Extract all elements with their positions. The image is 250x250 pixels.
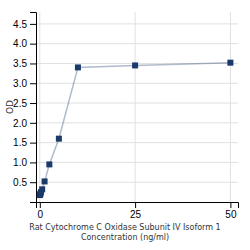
- y-axis-title: OD: [5, 100, 15, 114]
- tick: 0: [38, 202, 44, 220]
- tick-label: 0: [38, 209, 44, 220]
- tick-mark: [30, 44, 36, 45]
- grid-line: [36, 122, 238, 123]
- line: [40, 63, 231, 195]
- tick-label: 4.5: [13, 19, 27, 30]
- tick: 3.0: [13, 78, 36, 89]
- tick: 2.5: [13, 98, 36, 109]
- tick: 2.0: [13, 118, 36, 129]
- grid-line: [230, 12, 231, 202]
- tick: 3.5: [13, 58, 36, 69]
- tick-mark: [30, 162, 36, 163]
- point: [227, 60, 233, 66]
- grid-line: [36, 142, 238, 143]
- tick-label: 2.0: [13, 118, 27, 129]
- grid-line: [135, 12, 136, 202]
- tick-label: 50: [225, 209, 237, 220]
- point: [42, 178, 48, 184]
- y-axis: 0.5 1.0 1.5 2.0 2.5 3.0 3.5 4.0 4.5: [13, 13, 36, 203]
- point: [39, 186, 45, 192]
- tick-mark: [230, 202, 231, 208]
- tick-mark: [30, 24, 36, 25]
- tick: 50: [225, 202, 237, 220]
- tick: 1.5: [13, 137, 36, 148]
- tick-label: 3.0: [13, 78, 27, 89]
- tick-label: 25: [130, 209, 142, 220]
- tick-label: 0.5: [13, 177, 27, 188]
- x-axis-title: Rat Cytochrome C Oxidase Subunit IV Isof…: [29, 223, 220, 242]
- tick-mark: [30, 123, 36, 124]
- tick-mark: [135, 202, 136, 208]
- grid-line: [36, 103, 238, 104]
- tick: 4.5: [13, 19, 36, 30]
- x-axis: 0 25 50: [37, 202, 239, 220]
- marks: [37, 60, 234, 198]
- tick-mark: [30, 143, 36, 144]
- axis-line: [37, 203, 239, 209]
- point: [56, 136, 62, 142]
- tick-mark: [30, 182, 36, 183]
- grid-line: [39, 12, 40, 202]
- grid: [36, 12, 238, 202]
- grid-line: [36, 23, 238, 24]
- grid-line: [36, 43, 238, 44]
- chart: 0 25 50 0.5 1.0 1.5 2.0 2.5 3.0 3.5 4.0 4.5 Rat Cyto…: [0, 0, 250, 250]
- tick-mark: [30, 83, 36, 84]
- tick-label: 1.5: [13, 137, 27, 148]
- tick-mark: [30, 103, 36, 104]
- tick-label: 4.0: [13, 38, 27, 49]
- tick-label: 1.0: [13, 157, 27, 168]
- axis-line: [30, 13, 37, 203]
- point: [132, 62, 138, 68]
- plot: 0 25 50 0.5 1.0 1.5 2.0 2.5 3.0 3.5 4.0 4.5: [13, 12, 238, 220]
- tick-mark: [30, 63, 36, 64]
- tick-label: 3.5: [13, 58, 27, 69]
- point: [46, 161, 52, 167]
- grid-line: [36, 162, 238, 163]
- tick-label: 2.5: [13, 98, 27, 109]
- tick: 0.5: [13, 177, 36, 188]
- tick-mark: [40, 202, 41, 208]
- tick: 25: [130, 202, 142, 220]
- grid-line: [36, 83, 238, 84]
- point: [75, 64, 81, 70]
- tick: 4.0: [13, 38, 36, 49]
- tick: 1.0: [13, 157, 36, 168]
- grid-line: [36, 182, 238, 183]
